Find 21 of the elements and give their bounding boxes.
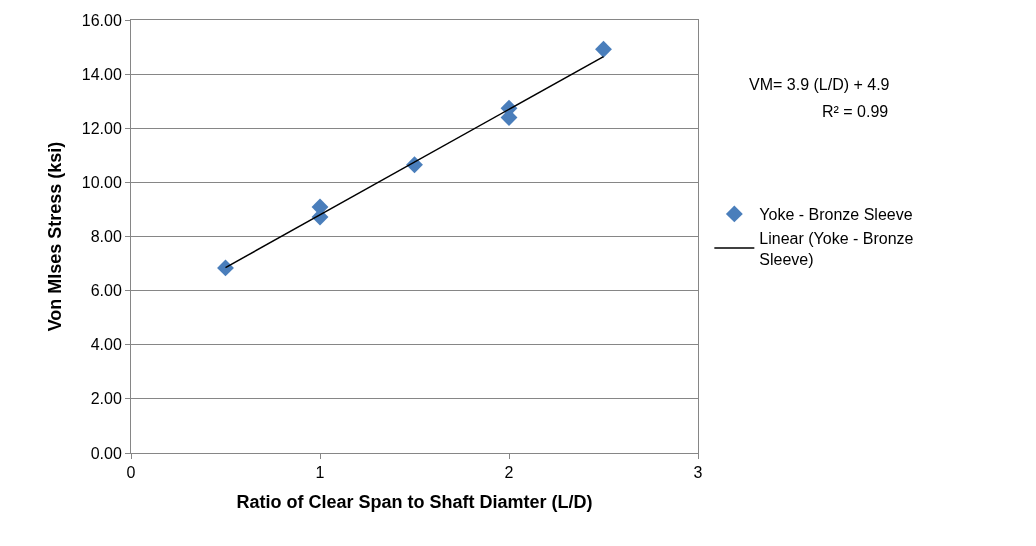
y-axis-title: Von MIses Stress (ksi) xyxy=(44,141,65,332)
x-axis-title: Ratio of Clear Span to Shaft Diamter (L/D) xyxy=(236,492,593,513)
text: R² = 0.99 xyxy=(822,103,889,120)
y-tick-label: 12.00 xyxy=(81,119,122,137)
x-tick-label: 3 xyxy=(693,464,703,482)
point xyxy=(217,259,234,277)
y-tick-label: 6.00 xyxy=(90,282,122,300)
x-tick-label: 0 xyxy=(126,464,136,482)
y-tick-label: 10.00 xyxy=(81,173,122,191)
point xyxy=(595,40,612,58)
legend-label: Linear (Yoke - Bronze Sleeve) xyxy=(759,229,914,268)
legend-label: Yoke - Bronze Sleeve xyxy=(759,206,913,224)
text: VM= 3.9 (L/D) + 4.9 xyxy=(749,76,890,93)
y-tick-label: 4.00 xyxy=(90,336,122,354)
y-tick-label: 8.00 xyxy=(90,228,122,246)
y-tick-label: 0.00 xyxy=(90,444,122,462)
y-tick-label: 14.00 xyxy=(81,65,122,83)
x-tick-label: 1 xyxy=(315,464,325,482)
y-tick-label: 2.00 xyxy=(90,390,122,408)
x-tick-label: 2 xyxy=(504,464,514,482)
y-tick-label: 16.00 xyxy=(81,11,122,29)
